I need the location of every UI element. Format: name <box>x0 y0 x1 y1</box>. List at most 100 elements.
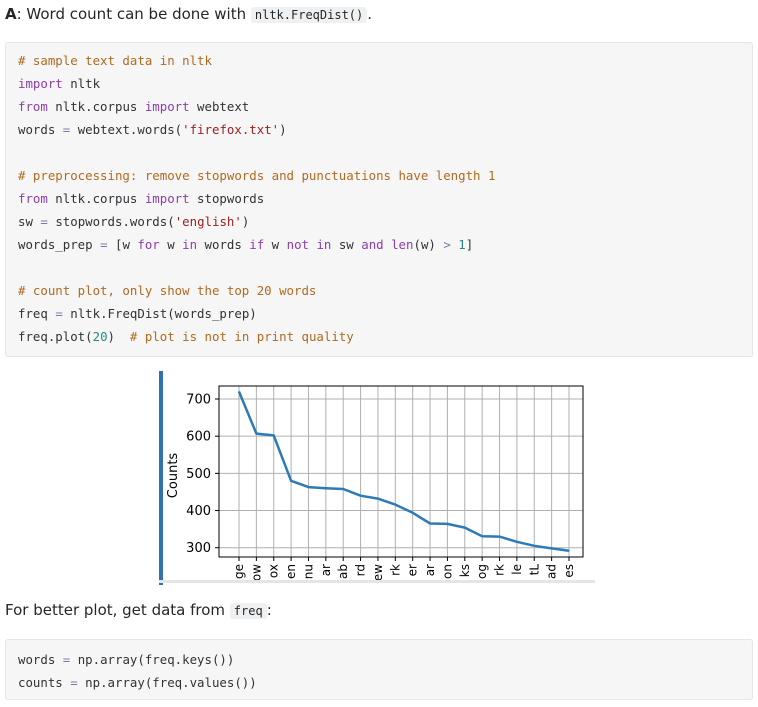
code-token: ] <box>465 237 474 252</box>
code-line <box>18 256 740 279</box>
code-token: # count plot, only show the top 20 words <box>18 283 317 298</box>
y-tick-label: 700 <box>186 393 211 408</box>
code-token: for <box>137 237 160 252</box>
code-token: w <box>264 237 287 252</box>
data-point <box>238 390 240 393</box>
code-token: w <box>159 237 183 252</box>
y-tick-label: 300 <box>186 541 211 556</box>
code-token: > <box>443 237 451 252</box>
code-token: # sample text data in nltk <box>18 53 212 68</box>
data-point <box>412 512 414 514</box>
x-tick-label: ar <box>319 564 333 576</box>
data-point <box>429 522 431 525</box>
code-token: # preprocessing: remove stopwords and pu… <box>18 168 496 183</box>
frequency-series-line <box>237 391 570 552</box>
code-token: words <box>18 122 63 137</box>
data-point <box>255 432 257 435</box>
x-tick-label: es <box>562 564 576 578</box>
x-tick-label: rk <box>493 564 507 576</box>
data-point <box>516 541 518 543</box>
code-token: webtext.words( <box>70 122 183 137</box>
data-point <box>551 547 553 550</box>
inline-code-freq: freq <box>229 603 267 619</box>
y-tick-label: 500 <box>186 467 211 482</box>
code-token: len <box>391 237 414 252</box>
x-tick-label: ks <box>458 564 472 577</box>
x-tick-label: rk <box>388 564 402 576</box>
code-line: from nltk.corpus import stopwords <box>18 187 740 210</box>
data-point <box>290 480 292 482</box>
code-token: freq.plot( <box>18 329 93 344</box>
x-tick-label: en <box>284 564 298 579</box>
code-line: from nltk.corpus import webtext <box>18 95 740 118</box>
code-token: freq <box>18 306 56 321</box>
code-token: sw <box>331 237 362 252</box>
code-line: words_prep = [w for w in words if w not … <box>18 233 740 256</box>
code-token: ) <box>107 329 130 344</box>
inline-code-freqdist: nltk.FreqDist() <box>250 7 368 23</box>
code-token: words_prep <box>18 237 101 252</box>
code-block-nltk[interactable]: # sample text data in nltk import nltk fro… <box>5 42 753 357</box>
x-tick-label: ew <box>371 564 385 581</box>
code-token: and <box>361 237 384 252</box>
data-point <box>446 523 449 525</box>
code-token: 1 <box>458 237 466 252</box>
code-token: nltk.FreqDist(words_prep) <box>62 306 257 321</box>
code-token: = <box>100 237 108 252</box>
answer-intro: A: Word count can be done with nltk.Freq… <box>5 3 372 26</box>
y-tick-label: 600 <box>186 430 211 445</box>
x-tick-label: ab <box>336 564 350 579</box>
code-token: = <box>40 214 48 229</box>
x-tick-label: og <box>475 564 489 579</box>
code-token: = <box>70 675 78 690</box>
code-token: # plot is not in print quality <box>129 329 354 344</box>
code-token: not <box>286 237 309 252</box>
code-token: in <box>316 237 332 252</box>
code-token: nltk.corpus <box>47 191 145 206</box>
code-token: [w <box>107 237 138 252</box>
data-point <box>359 495 362 497</box>
data-point <box>464 527 466 529</box>
paragraph-suffix: : <box>266 601 272 619</box>
x-tick-label: tL <box>527 564 541 576</box>
plot-frame <box>218 385 584 558</box>
y-axis-label: Counts <box>166 453 181 499</box>
code-token: ) <box>241 214 250 229</box>
x-tick-label: le <box>510 564 524 575</box>
code-token: nltk <box>62 76 101 91</box>
answer-text: : Word count can be done with <box>16 5 251 23</box>
answer-prefix: A <box>5 5 17 23</box>
plot-area <box>219 386 583 557</box>
paragraph-text: For better plot, get data from <box>5 601 230 619</box>
data-point <box>481 535 483 537</box>
code-line: # count plot, only show the top 20 words <box>18 279 740 302</box>
code-block-numpy[interactable]: words = np.array(freq.keys()) counts = np… <box>5 639 753 700</box>
code-token: 20 <box>92 329 108 344</box>
code-token: import <box>18 76 63 91</box>
x-tick-label: rd <box>354 564 368 576</box>
data-point <box>307 486 310 488</box>
code-line: # preprocessing: remove stopwords and pu… <box>18 164 740 187</box>
code-token: if <box>249 237 265 252</box>
code-token: 'english' <box>174 214 242 229</box>
code-line <box>18 141 740 164</box>
x-tick-label: ox <box>267 564 281 578</box>
data-point <box>568 550 570 552</box>
x-tick-label: ow <box>249 564 263 581</box>
code-token: import <box>144 191 190 206</box>
code-line: counts = np.array(freq.values()) <box>18 671 740 694</box>
code-token: nltk.corpus <box>47 99 145 114</box>
code-token: 'firefox.txt' <box>182 122 280 137</box>
x-tick-label: on <box>440 564 454 579</box>
figure-bottom-rule <box>159 580 595 583</box>
code-token: ) <box>279 122 287 137</box>
data-point <box>394 503 396 506</box>
frequency-plot-figure: 300 400 500 600 700 ge ow ox en nu ar ab rd ew rk er ar o… <box>159 371 599 587</box>
code-token: words <box>197 237 250 252</box>
code-line: sw = stopwords.words('english') <box>18 210 740 233</box>
y-tick-label: 400 <box>186 504 211 519</box>
code-token: np.array(freq.keys()) <box>70 652 235 667</box>
code-line: freq = nltk.FreqDist(words_prep) <box>18 302 740 325</box>
code-token: webtext <box>189 99 250 114</box>
code-token: stopwords <box>189 191 265 206</box>
